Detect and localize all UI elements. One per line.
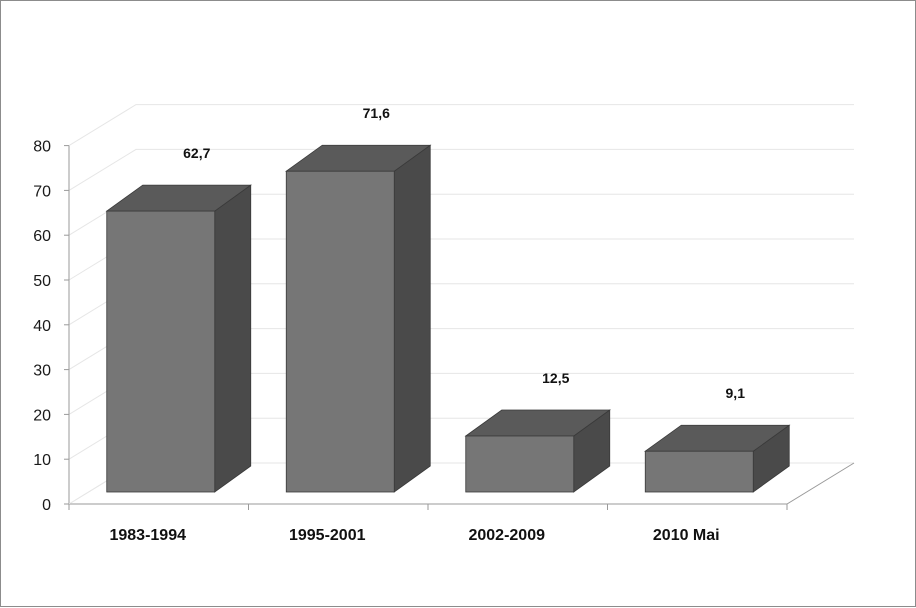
- y-tick-label: 30: [33, 363, 51, 380]
- bar-front: [465, 435, 575, 493]
- x-category-label: 1995-2001: [289, 527, 366, 544]
- bars: [105, 144, 791, 493]
- bar: [285, 144, 432, 493]
- data-label: 12,5: [542, 370, 569, 386]
- bar-front: [285, 170, 395, 493]
- y-tick-label: 40: [33, 318, 51, 335]
- y-tick-label: 50: [33, 273, 51, 290]
- y-axis-ticks: 0 10 20 30 40 50 60 70 80: [33, 139, 69, 514]
- x-category-label: 2010 Mai: [653, 527, 720, 544]
- bar: [105, 184, 252, 493]
- y-tick-label: 10: [33, 452, 51, 469]
- y-tick-label: 80: [33, 139, 51, 156]
- bar-front: [644, 450, 754, 493]
- bar-side: [214, 184, 252, 493]
- data-label: 62,7: [183, 145, 210, 161]
- y-tick-label: 20: [33, 407, 51, 424]
- x-category-label: 1983-1994: [109, 527, 186, 544]
- data-label: 9,1: [726, 385, 746, 401]
- bar: [464, 409, 611, 493]
- y-tick-label: 60: [33, 228, 51, 245]
- gridline: [68, 104, 854, 147]
- gridline: [68, 148, 854, 191]
- bar: [644, 424, 791, 493]
- y-tick-label: 0: [42, 497, 51, 514]
- data-label: 71,6: [363, 105, 390, 121]
- y-tick-label: 70: [33, 183, 51, 200]
- bar-side: [393, 144, 431, 493]
- bar-front: [106, 210, 216, 493]
- x-axis-categories: 1983-1994 1995-2001 2002-2009 2010 Mai: [109, 527, 719, 544]
- data-labels: 62,7 71,6 12,5 9,1: [183, 105, 745, 401]
- x-category-label: 2002-2009: [468, 527, 545, 544]
